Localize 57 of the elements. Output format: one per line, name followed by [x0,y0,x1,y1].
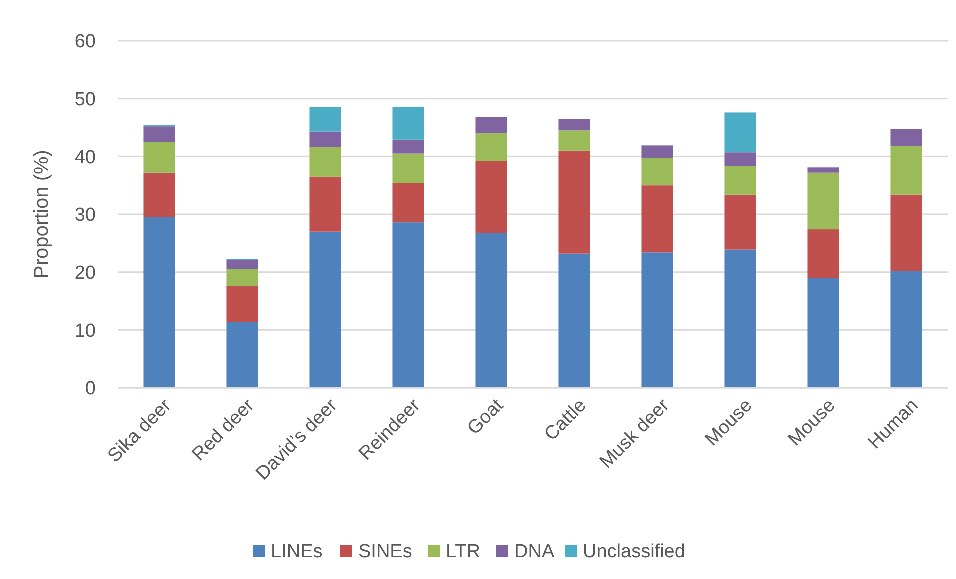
bar [558,119,590,131]
bar [890,129,922,146]
bar [724,112,756,153]
legend-label: LTR [446,542,480,563]
bar [890,194,922,272]
bar [558,130,590,151]
bar [392,108,424,140]
bar [226,322,258,388]
bar [476,134,508,162]
bar [890,146,922,195]
bar [890,271,922,388]
bar [392,222,424,388]
x-tick-label: Sika deer [104,394,176,468]
bar [808,230,840,278]
bar [392,140,424,154]
bar [558,150,590,254]
y-tick-label: 60 [74,32,96,53]
legend-label: LINEs [271,542,323,563]
bar [724,194,756,250]
bar [724,166,756,195]
bar [476,117,508,134]
bar [310,176,342,232]
bar [808,278,840,388]
bar [476,161,508,234]
y-axis-title: Proportion (%) [31,150,53,279]
bar [144,142,176,173]
bar [144,217,176,388]
bar [310,132,342,148]
bar [226,260,258,270]
bar [476,233,508,388]
bar [310,108,342,132]
bar [144,126,176,142]
legend-label: Unclassified [583,542,686,563]
bar [724,250,756,388]
bar [558,254,590,388]
bar [310,232,342,388]
bar [226,269,258,286]
bar [392,154,424,184]
legend-label: DNA [514,542,555,563]
bar [808,168,840,173]
y-tick-label: 0 [85,378,96,400]
bar [808,172,840,230]
y-tick-label: 10 [74,320,96,342]
legend-label: SINEs [358,542,412,563]
bar [724,152,756,166]
y-tick-label: 30 [74,205,96,226]
bar [226,286,258,322]
bar [642,146,674,158]
bar [392,183,424,223]
bar [642,158,674,186]
y-tick-label: 50 [74,89,96,110]
bar [310,147,342,177]
y-tick-label: 20 [74,262,96,284]
bar [144,172,176,218]
bar [642,186,674,253]
bar [642,252,674,388]
y-tick-label: 40 [74,147,96,168]
